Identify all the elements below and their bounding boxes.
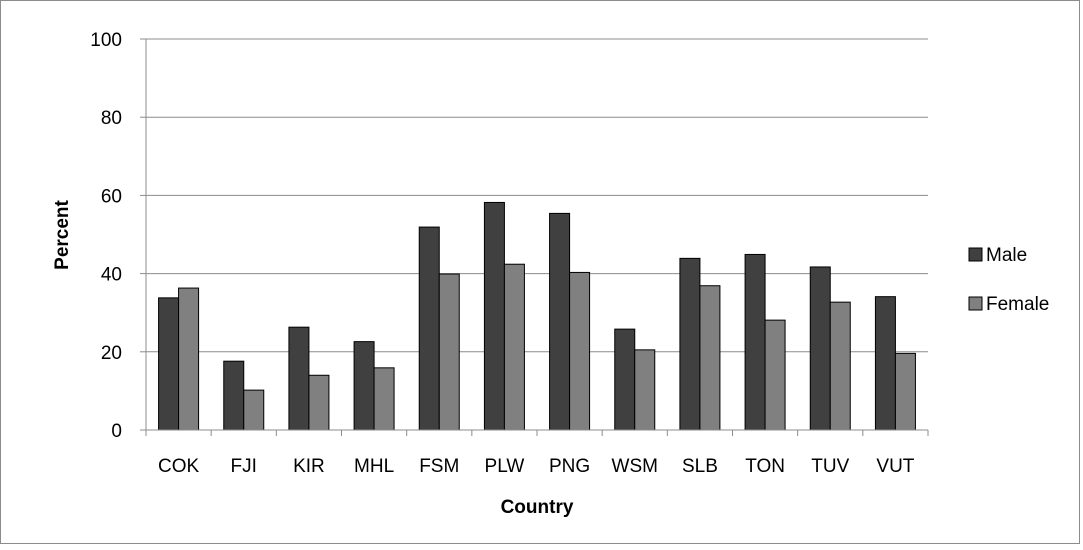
- bar-male-slb: [679, 257, 701, 431]
- x-tick-label: TON: [745, 456, 785, 477]
- bar-female-mhl: [373, 367, 395, 431]
- legend-swatch-female: [968, 296, 983, 311]
- bars: [158, 201, 916, 431]
- legend: Male Female: [968, 245, 1049, 315]
- y-axis-title: Percent: [52, 199, 73, 269]
- x-tick-label: FSM: [419, 456, 459, 477]
- bar-female-kir: [308, 374, 330, 431]
- legend-label-male: Male: [986, 245, 1027, 266]
- gridlines: [146, 38, 928, 353]
- bar-female-png: [569, 271, 591, 431]
- x-tick-label: PNG: [549, 456, 590, 477]
- bar-male-mhl: [353, 341, 375, 431]
- bar-male-ton: [744, 253, 766, 431]
- legend-label-female: Female: [986, 294, 1049, 315]
- legend-swatch-male: [968, 247, 983, 262]
- x-tick-label: PLW: [485, 456, 525, 477]
- x-tick-label: VUT: [876, 456, 914, 477]
- x-tick-label: TUV: [811, 456, 849, 477]
- x-tick-label: MHL: [354, 456, 394, 477]
- y-tick-label: 80: [101, 108, 122, 129]
- y-tick-label: 100: [90, 30, 122, 51]
- bar-male-png: [549, 212, 571, 431]
- bar-female-plw: [503, 263, 525, 431]
- bar-female-tuv: [829, 301, 851, 431]
- bar-male-wsm: [614, 328, 636, 431]
- bar-male-tuv: [809, 266, 831, 431]
- tick-labels: 0 20 40 60 80 100 COK FJI KIR MHL FSM PLW PNG WSM SLB T…: [90, 30, 915, 477]
- axes: [140, 38, 929, 436]
- bar-female-fji: [243, 389, 265, 431]
- bar-female-fsm: [438, 273, 460, 431]
- bar-female-wsm: [634, 349, 656, 431]
- x-tick-label: SLB: [682, 456, 718, 477]
- y-tick-label: 20: [101, 343, 122, 364]
- bar-male-fsm: [418, 226, 440, 431]
- bar-male-cok: [158, 297, 180, 431]
- bar-female-cok: [178, 287, 200, 431]
- bar-female-vut: [894, 352, 916, 431]
- y-tick-label: 60: [101, 186, 122, 207]
- bar-female-ton: [764, 319, 786, 431]
- x-tick-label: COK: [158, 456, 200, 477]
- y-tick-label: 40: [101, 265, 122, 286]
- bar-female-slb: [699, 285, 721, 431]
- bar-male-fji: [223, 360, 245, 431]
- bar-male-plw: [483, 201, 505, 431]
- bar-male-vut: [874, 296, 896, 431]
- x-tick-label: FJI: [231, 456, 257, 477]
- y-tick-label: 0: [111, 421, 122, 442]
- x-tick-label: KIR: [293, 456, 325, 477]
- bar-male-kir: [288, 326, 310, 431]
- x-axis-title: Country: [501, 497, 574, 518]
- x-tick-label: WSM: [612, 456, 658, 477]
